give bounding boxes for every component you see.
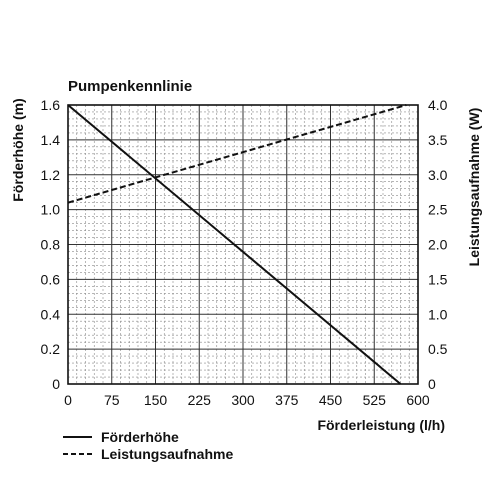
legend-label-foerderhoehe: Förderhöhe	[101, 429, 179, 445]
x-tick-label: 150	[144, 392, 168, 408]
x-tick-label: 450	[319, 392, 343, 408]
left-y-axis-label: Förderhöhe (m)	[10, 98, 26, 201]
left-y-tick-label: 1.4	[41, 132, 61, 148]
x-tick-label: 0	[64, 392, 72, 408]
right-y-tick-label: 3.0	[428, 167, 448, 183]
right-y-tick-label: 2.5	[428, 202, 448, 218]
right-y-tick-labels: 0 0.5 1.0 1.5 2.0 2.5 3.0 3.5 4.0	[428, 97, 448, 392]
right-y-tick-label: 1.5	[428, 271, 448, 287]
legend: Förderhöhe Leistungsaufnahme	[63, 429, 233, 462]
left-y-tick-label: 0	[52, 376, 60, 392]
x-axis-label: Förderleistung (l/h)	[317, 417, 445, 433]
series-line-foerderhoehe	[67, 104, 402, 385]
left-y-tick-label: 0.2	[41, 341, 61, 357]
x-tick-label: 75	[104, 392, 120, 408]
left-y-tick-label: 0.6	[41, 271, 61, 287]
right-y-tick-label: 3.5	[428, 132, 448, 148]
left-y-tick-labels: 0 0.2 0.4 0.6 0.8 1.0 1.2 1.4 1.6	[41, 97, 61, 392]
right-y-tick-label: 1.0	[428, 306, 448, 322]
right-y-tick-label: 0	[428, 376, 436, 392]
right-y-tick-label: 0.5	[428, 341, 448, 357]
major-grid	[68, 105, 418, 384]
x-tick-labels: 0 75 150 225 300 375 450 525 600	[64, 392, 430, 408]
right-y-tick-label: 4.0	[428, 97, 448, 113]
x-tick-label: 525	[363, 392, 387, 408]
left-y-tick-label: 1.0	[41, 202, 61, 218]
x-tick-label: 375	[275, 392, 299, 408]
plot-frame	[67, 104, 419, 385]
series-line-leistungsaufnahme	[67, 104, 407, 204]
left-y-tick-label: 0.4	[41, 306, 61, 322]
legend-label-leistungsaufnahme: Leistungsaufnahme	[101, 446, 233, 462]
left-y-tick-label: 0.8	[41, 237, 61, 253]
right-y-axis-label: Leistungsaufnahme (W)	[466, 108, 482, 267]
x-tick-label: 600	[406, 392, 430, 408]
chart-title: Pumpenkennlinie	[68, 78, 192, 95]
right-y-tick-label: 2.0	[428, 237, 448, 253]
x-tick-label: 225	[188, 392, 212, 408]
left-y-tick-label: 1.2	[41, 167, 61, 183]
x-tick-label: 300	[231, 392, 255, 408]
series-layer	[67, 104, 407, 385]
left-y-tick-label: 1.6	[41, 97, 61, 113]
